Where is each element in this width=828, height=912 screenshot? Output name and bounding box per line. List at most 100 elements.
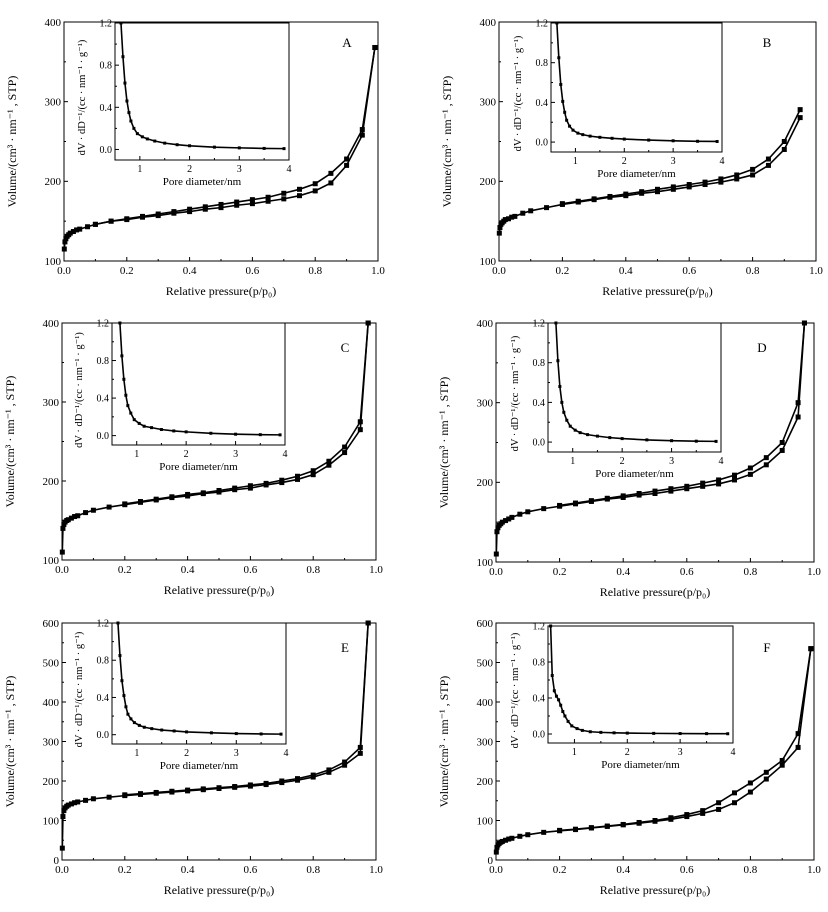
inset-psd-point xyxy=(124,705,128,709)
inset-xtick-label: 4 xyxy=(731,747,736,758)
desorption-series-point xyxy=(138,791,143,797)
desorption-series-point xyxy=(122,792,128,798)
desorption-series-point xyxy=(122,501,128,507)
inset-psd-point xyxy=(565,418,569,422)
inset-psd-point xyxy=(124,393,128,397)
adsorption-series-point xyxy=(503,518,509,524)
adsorption-series-point xyxy=(732,800,737,806)
desorption-series-point xyxy=(232,784,238,790)
desorption-series-point xyxy=(108,218,114,224)
desorption-series-point xyxy=(652,818,658,823)
inset-psd-point xyxy=(552,689,556,693)
main-xtick-label: 1.0 xyxy=(807,864,821,876)
inset-frame xyxy=(114,22,290,161)
main-xtick-label: 0.2 xyxy=(118,564,132,576)
main-ytick-label: 400 xyxy=(477,318,494,330)
desorption-series-point xyxy=(247,782,253,788)
inset-psd-point xyxy=(234,732,238,736)
inset-frame xyxy=(550,22,723,153)
inset-psd-point xyxy=(116,621,120,625)
inset-xtick-label: 1 xyxy=(570,456,575,467)
inset-psd-point xyxy=(571,128,575,132)
adsorption-series-point xyxy=(496,230,502,236)
adsorption-series-point xyxy=(506,216,512,222)
adsorption-series-point xyxy=(497,225,503,231)
main-ytick-label: 400 xyxy=(477,697,494,709)
main-ytick-label: 500 xyxy=(43,657,60,669)
inset-psd-point xyxy=(259,732,263,736)
desorption-series-point xyxy=(573,500,578,506)
adsorption-series-point xyxy=(716,481,722,487)
inset-psd-point xyxy=(715,139,719,143)
inset-ytick-label: 0.0 xyxy=(536,138,549,149)
desorption-series-point xyxy=(218,201,224,207)
inset-y-axis-label: dV · dD⁻¹/(cc · nm⁻¹ · g⁻¹) xyxy=(77,39,88,155)
inset-psd-line xyxy=(117,622,282,735)
inset-psd-line xyxy=(556,22,718,143)
inset-psd-point xyxy=(172,729,176,733)
adsorption-series-point xyxy=(249,201,255,207)
desorption-series-point xyxy=(623,191,629,197)
main-ytick-label: 200 xyxy=(43,476,60,488)
main-xtick-label: 0.0 xyxy=(55,564,69,576)
inset-y-axis-label: dV · dD⁻¹/(cc · nm⁻¹ · g⁻¹) xyxy=(513,35,524,151)
main-xtick-label: 1.0 xyxy=(369,864,383,876)
adsorption-series-point xyxy=(83,797,89,803)
adsorption-series-point xyxy=(795,744,801,750)
desorption-series-point xyxy=(171,209,177,215)
main-xtick-label: 0.6 xyxy=(244,864,258,876)
adsorption-series-point xyxy=(106,794,112,800)
inset-ytick-label: 0.4 xyxy=(97,693,110,704)
adsorption-series-point xyxy=(781,146,787,152)
desorption-series-point xyxy=(636,490,642,496)
main-ytick-label: 300 xyxy=(477,736,494,748)
adsorption-series-point xyxy=(61,808,67,814)
inset-psd-point xyxy=(726,732,730,736)
desorption-series-point xyxy=(200,786,206,792)
inset-psd-point xyxy=(559,703,563,707)
panel-tag: C xyxy=(341,340,350,355)
inset-psd-point xyxy=(125,99,129,103)
inset-psd-point xyxy=(212,145,216,149)
desorption-series-point xyxy=(342,444,348,450)
inset-psd-point xyxy=(262,146,266,150)
main-xtick-label: 0.8 xyxy=(744,566,758,578)
adsorption-series-point xyxy=(509,514,515,520)
inset-psd-point xyxy=(140,135,144,139)
main-ytick-label: 300 xyxy=(480,97,497,109)
desorption-series-point xyxy=(138,499,143,505)
inset-psd-point xyxy=(599,730,603,734)
main-xtick-label: 1.0 xyxy=(369,564,383,576)
adsorption-series-point xyxy=(528,208,534,214)
adsorption-series-point xyxy=(67,230,73,236)
inset-x-axis-label: Pore diameter/nm xyxy=(601,759,680,771)
desorption-series-point xyxy=(295,776,300,782)
inset-psd-point xyxy=(142,725,146,729)
main-xtick-label: 0.0 xyxy=(492,265,506,277)
adsorption-series-point xyxy=(357,427,363,433)
main-xtick-label: 0.2 xyxy=(553,566,567,578)
inset-ytick-label: 1.2 xyxy=(533,319,546,330)
inset-xtick-label: 3 xyxy=(237,164,242,175)
desorption-series-point xyxy=(732,472,737,478)
main-xtick-label: 0.4 xyxy=(181,864,195,876)
inset-psd-point xyxy=(137,723,141,727)
inset-ytick-label: 0.8 xyxy=(533,658,546,669)
desorption-series-point xyxy=(559,201,565,207)
main-xtick-label: 0.2 xyxy=(556,265,570,277)
desorption-series-point xyxy=(216,487,222,493)
main-ytick-label: 200 xyxy=(480,176,497,188)
desorption-series-point xyxy=(620,493,626,499)
adsorption-series-point xyxy=(61,246,67,252)
adsorption-series-point xyxy=(506,836,512,842)
desorption-series-line xyxy=(562,109,801,205)
y-axis-label: Volume/(cm³ · nm⁻¹ , STP) xyxy=(437,377,451,509)
inset-ytick-label: 0.0 xyxy=(533,730,546,741)
inset-psd-point xyxy=(557,56,561,60)
inset-psd-point xyxy=(127,111,131,115)
desorption-series-point xyxy=(281,190,287,196)
inset-psd-point xyxy=(120,679,124,683)
panel-tag: A xyxy=(342,35,352,50)
adsorption-series-point xyxy=(700,810,706,816)
desorption-series-point xyxy=(700,808,706,814)
